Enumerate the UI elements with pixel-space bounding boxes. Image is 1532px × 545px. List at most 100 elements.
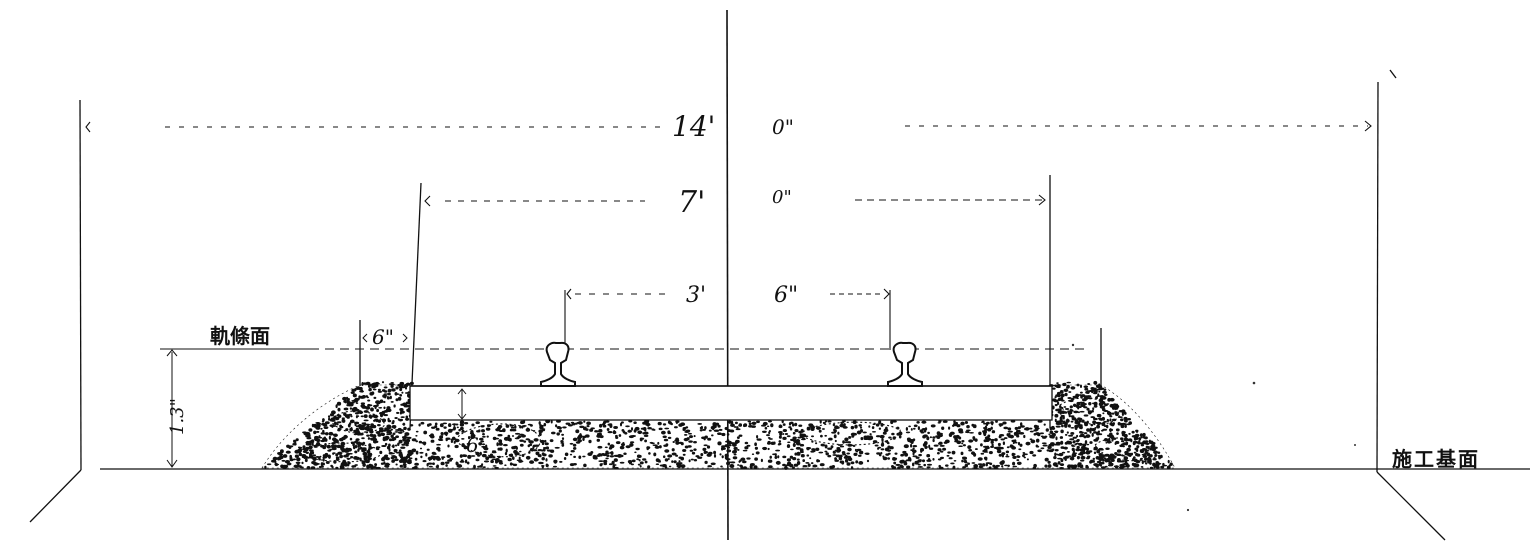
ballast-stone — [485, 427, 491, 431]
ballast-stone — [893, 461, 897, 465]
ballast-stone — [942, 420, 948, 423]
ballast-stone — [1077, 417, 1083, 422]
ballast-stone — [730, 461, 736, 464]
ballast-stone — [498, 442, 503, 446]
ballast-stone — [1035, 427, 1039, 431]
ballast-stone — [473, 464, 476, 469]
ballast-stone — [667, 420, 671, 424]
ballast-stone — [398, 431, 403, 434]
ballast-stone — [871, 430, 877, 433]
ballast-stone — [1060, 414, 1065, 418]
ballast-stone — [443, 426, 447, 429]
ballast-stone — [932, 457, 935, 461]
ballast-stone — [294, 454, 299, 458]
ballast-stone — [743, 423, 746, 428]
ballast-stone — [505, 448, 508, 453]
ballast-stone — [1005, 455, 1010, 458]
ballast-stone — [1040, 435, 1044, 438]
ballast-stone — [407, 427, 411, 431]
ballast-stone — [847, 447, 852, 452]
ballast-stone — [968, 449, 973, 452]
ballast-stone — [1083, 414, 1089, 417]
ballast-stone — [505, 424, 510, 428]
ballast-stone — [598, 460, 604, 462]
ballast-stone — [1162, 464, 1168, 467]
ballast-stone — [409, 381, 414, 386]
ballast-stone — [918, 459, 922, 462]
ballast-stone — [858, 424, 862, 427]
ballast-stone — [636, 454, 642, 458]
ballast-stone — [359, 412, 363, 414]
ballast-stone — [733, 453, 737, 456]
ballast-stone — [924, 427, 928, 431]
ballast-stone — [546, 449, 552, 452]
ballast-stone — [503, 443, 508, 447]
ballast-stone — [582, 426, 587, 431]
ballast-stone — [351, 465, 357, 468]
ballast-stone — [383, 437, 389, 441]
ballast-stone — [382, 456, 388, 460]
ballast-stone — [898, 435, 902, 439]
ballast-stone — [784, 465, 788, 470]
ballast-stone — [850, 425, 855, 430]
ballast-stone — [327, 415, 331, 418]
ballast-stone — [1109, 418, 1112, 422]
ballast-stone — [439, 435, 444, 439]
ballast-stone — [824, 434, 828, 437]
ballast-stone — [456, 426, 459, 429]
ballast-stone — [653, 452, 657, 457]
ballast-stone — [399, 419, 402, 422]
ballast-stone — [361, 403, 365, 406]
ballast-stone — [355, 425, 359, 428]
ballast-stone — [1054, 449, 1059, 452]
ballast-stone — [966, 425, 970, 429]
ballast-stone — [1079, 464, 1084, 469]
ballast-stone — [529, 424, 533, 427]
ballast-stone — [284, 459, 290, 464]
ballast-stone — [383, 393, 388, 395]
ballast-stone — [620, 421, 624, 424]
ballast-stone — [434, 422, 438, 426]
ballast-stone — [367, 437, 370, 440]
ballast-stone — [755, 451, 760, 455]
ballast-stone — [922, 442, 927, 447]
ballast-stone — [1051, 425, 1055, 429]
ballast-stone — [1079, 433, 1085, 438]
ballast-stone — [543, 422, 547, 427]
ballast-stone — [885, 441, 889, 443]
ballast-stone — [347, 447, 352, 452]
ballast-stone — [1100, 466, 1106, 469]
ballast-stone — [913, 424, 918, 428]
ballast-stone — [612, 430, 617, 435]
ballast-stone — [1019, 443, 1023, 447]
ballast-stone — [1059, 463, 1065, 467]
ballast-stone — [394, 458, 399, 462]
ballast-stone — [355, 456, 360, 461]
ballast-stone — [613, 458, 618, 462]
ballast-stone — [850, 461, 855, 465]
ballast-stone — [528, 438, 531, 443]
ballast-stone — [678, 423, 683, 427]
ballast-stone — [1025, 441, 1031, 446]
ballast-stone — [402, 438, 406, 442]
ballast-stone — [1055, 436, 1058, 441]
ballast-stone — [639, 461, 644, 465]
ballast-stone — [1156, 462, 1161, 466]
ballast-stone — [339, 454, 343, 459]
ballast-stone — [492, 456, 496, 458]
under-sleeper-arrow — [457, 388, 467, 420]
ballast-stone — [1084, 423, 1089, 427]
ballast-stone — [955, 434, 960, 439]
ballast-stone — [1092, 407, 1095, 411]
ballast-stone — [1037, 420, 1043, 423]
ballast-stone — [324, 438, 328, 442]
ballast-stone — [399, 452, 403, 455]
ballast-stone — [282, 454, 288, 458]
ballast-stone — [403, 405, 409, 408]
ballast-stone — [331, 425, 334, 429]
ballast-stone — [1109, 428, 1112, 433]
ballast-stone — [461, 454, 467, 457]
ballast-stone — [951, 424, 955, 427]
ballast-stone — [1019, 431, 1025, 435]
ballast-stone — [1147, 456, 1151, 461]
